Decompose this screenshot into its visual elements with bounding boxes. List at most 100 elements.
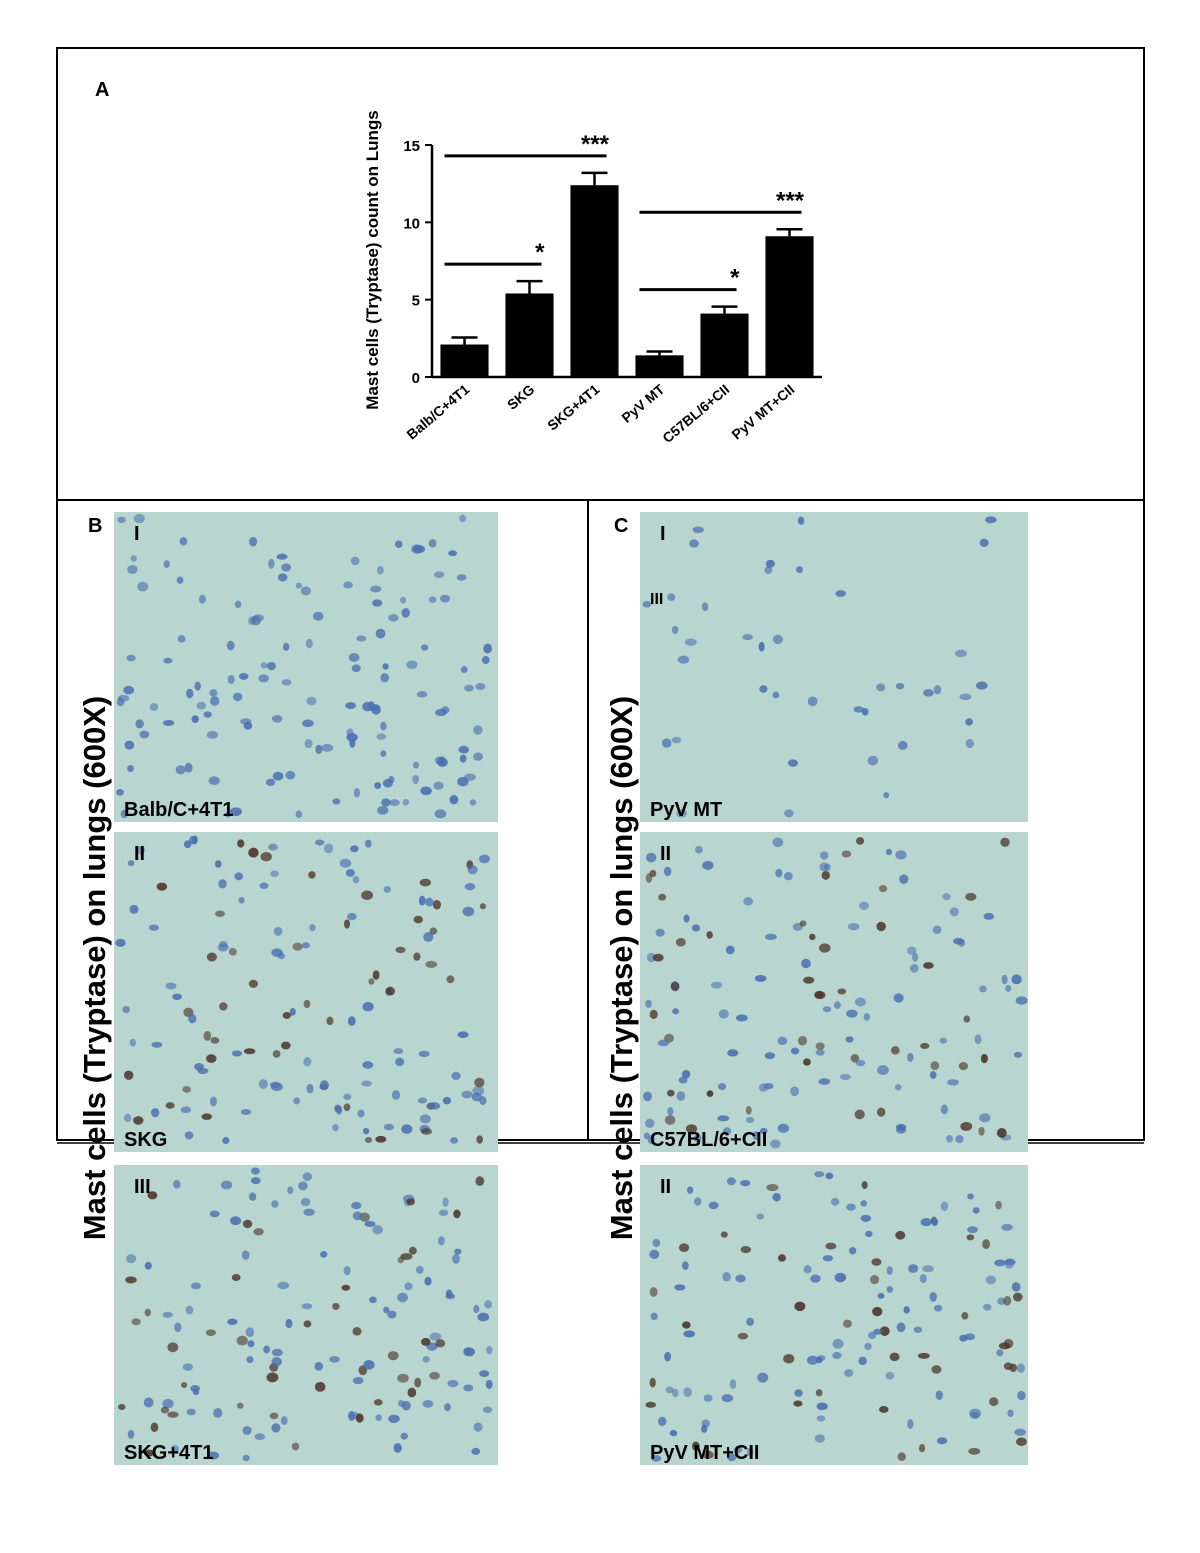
cell bbox=[162, 1311, 173, 1318]
cell bbox=[127, 860, 135, 867]
cell bbox=[482, 1406, 493, 1413]
cell bbox=[273, 926, 283, 936]
cell bbox=[467, 865, 478, 875]
cell bbox=[847, 923, 860, 931]
cell bbox=[437, 1236, 445, 1246]
cell bbox=[393, 1443, 402, 1453]
cell bbox=[167, 1411, 179, 1418]
cell bbox=[727, 1049, 739, 1057]
cell bbox=[241, 1250, 250, 1260]
cell bbox=[343, 1093, 352, 1101]
cell bbox=[1014, 1428, 1026, 1436]
cell bbox=[186, 688, 194, 699]
cell bbox=[815, 1042, 825, 1051]
image-numeral: II bbox=[134, 843, 145, 865]
cell bbox=[702, 1450, 714, 1460]
cell bbox=[764, 566, 773, 574]
cell bbox=[401, 1124, 413, 1134]
cell bbox=[207, 1451, 220, 1460]
cell bbox=[301, 1303, 313, 1310]
cell bbox=[402, 798, 410, 806]
cell bbox=[796, 566, 803, 574]
cell bbox=[657, 1039, 670, 1047]
cell bbox=[376, 565, 384, 575]
cell bbox=[1000, 837, 1010, 847]
cell bbox=[1005, 984, 1012, 992]
cell bbox=[124, 1070, 134, 1080]
error-bar bbox=[776, 228, 803, 237]
cell bbox=[967, 1193, 974, 1200]
cell bbox=[797, 516, 805, 525]
cell bbox=[400, 1432, 408, 1440]
cell bbox=[989, 1397, 999, 1407]
cell bbox=[135, 719, 144, 729]
cell bbox=[784, 809, 794, 818]
cell bbox=[129, 1038, 137, 1047]
cell bbox=[186, 1408, 196, 1416]
cell bbox=[347, 1016, 356, 1026]
cell bbox=[743, 896, 754, 906]
cell bbox=[674, 1284, 686, 1291]
cell bbox=[218, 879, 227, 889]
cell bbox=[890, 1046, 900, 1055]
cell bbox=[285, 770, 296, 780]
cell bbox=[876, 921, 886, 932]
cell bbox=[963, 1015, 971, 1023]
cell bbox=[127, 564, 138, 574]
cell bbox=[893, 993, 904, 1003]
cell bbox=[671, 736, 682, 744]
cell bbox=[883, 792, 890, 799]
cell bbox=[383, 1306, 390, 1314]
cell bbox=[442, 1197, 449, 1207]
cell bbox=[897, 1452, 906, 1461]
error-bar bbox=[516, 279, 543, 294]
cell bbox=[177, 635, 186, 643]
cell bbox=[706, 1090, 714, 1097]
cell bbox=[664, 1115, 676, 1125]
cell bbox=[746, 1317, 755, 1326]
cell bbox=[442, 1096, 452, 1105]
cell bbox=[683, 1387, 692, 1398]
cell bbox=[156, 882, 168, 891]
cell bbox=[277, 1281, 290, 1290]
cell bbox=[315, 744, 323, 755]
cell bbox=[1001, 1223, 1013, 1231]
cell bbox=[471, 1092, 482, 1102]
cell bbox=[377, 805, 389, 815]
cell bbox=[652, 953, 664, 962]
cell bbox=[923, 689, 934, 697]
cell bbox=[923, 962, 934, 969]
cell bbox=[706, 931, 713, 939]
cell bbox=[873, 1328, 883, 1335]
cell bbox=[433, 781, 444, 790]
cell bbox=[649, 1377, 656, 1388]
cell bbox=[968, 1447, 981, 1455]
cell bbox=[345, 868, 355, 877]
cell bbox=[879, 1326, 890, 1336]
cell bbox=[400, 1253, 413, 1261]
cell bbox=[469, 799, 477, 806]
cell bbox=[932, 925, 942, 935]
cell bbox=[303, 1320, 312, 1328]
cell bbox=[329, 1356, 340, 1363]
cell bbox=[347, 912, 357, 921]
cell bbox=[220, 1180, 233, 1190]
cell bbox=[936, 1437, 948, 1445]
cell bbox=[404, 1282, 413, 1291]
cell bbox=[388, 1414, 400, 1424]
cell bbox=[184, 1131, 194, 1140]
cell bbox=[816, 1355, 826, 1362]
cell bbox=[872, 1306, 883, 1317]
cell bbox=[772, 1192, 781, 1202]
cell bbox=[870, 1274, 880, 1285]
cell bbox=[167, 1342, 179, 1353]
cell bbox=[759, 1127, 768, 1135]
cell bbox=[226, 640, 235, 651]
cell bbox=[375, 1135, 387, 1143]
cell bbox=[895, 1123, 907, 1131]
cell bbox=[270, 870, 279, 877]
cell bbox=[793, 1400, 803, 1407]
cell bbox=[667, 1107, 674, 1116]
cell bbox=[435, 708, 447, 717]
cell bbox=[148, 924, 159, 931]
